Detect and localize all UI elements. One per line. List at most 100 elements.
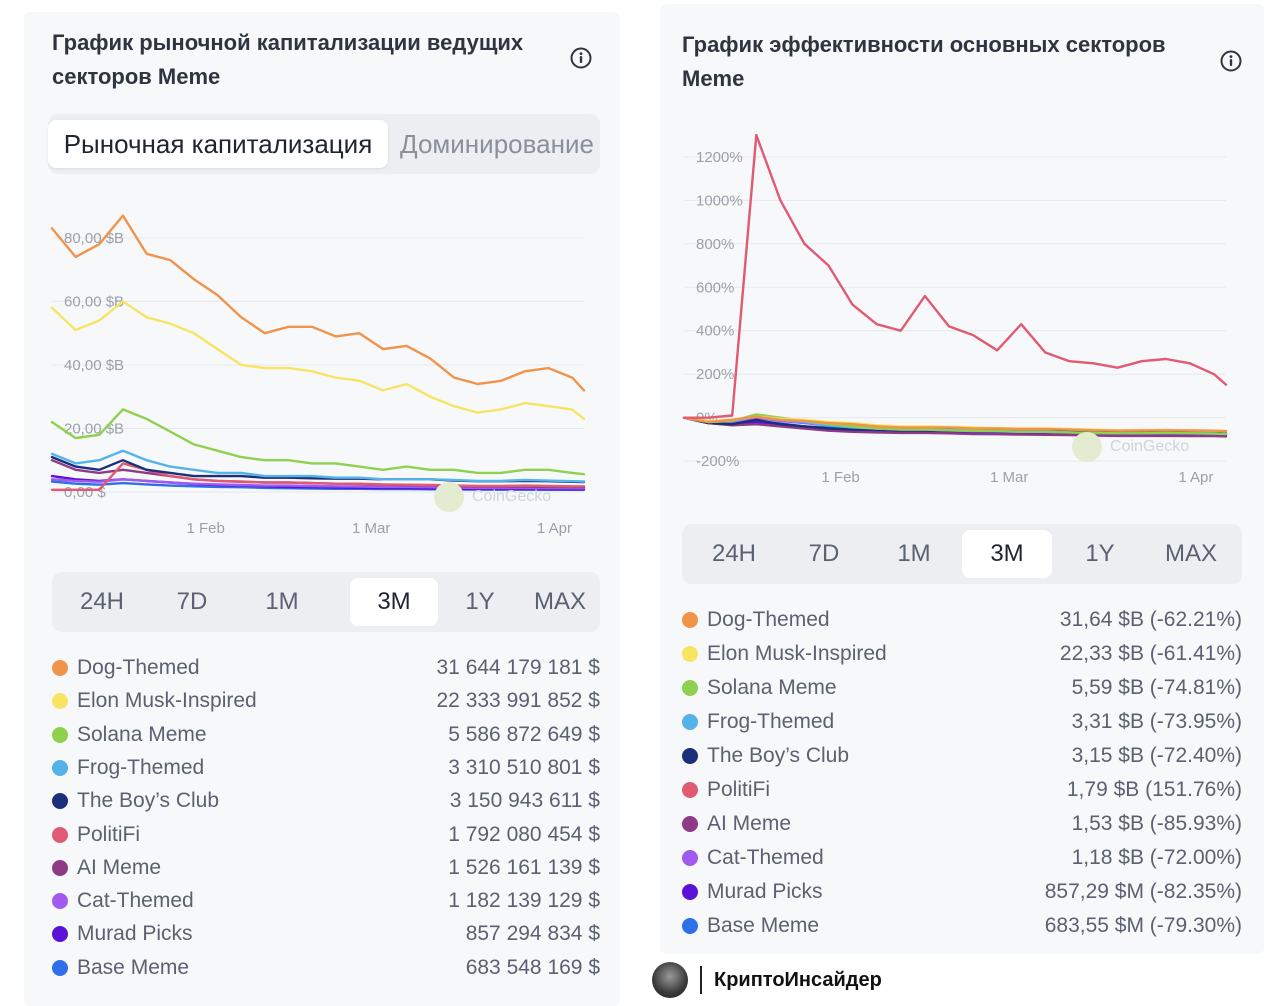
title-line-1: График эффективности основных секторов bbox=[682, 32, 1166, 57]
tab-max[interactable]: MAX bbox=[533, 588, 586, 615]
y-tick-label: 60,00 $B bbox=[64, 293, 124, 310]
legend-item[interactable]: Frog-Themed 3 310 510 801 $ bbox=[52, 752, 600, 784]
tab-1m[interactable]: 1M bbox=[265, 588, 299, 615]
legend-dot-icon bbox=[52, 826, 68, 843]
tab-1y[interactable]: 1Y bbox=[1085, 540, 1115, 567]
legend-item[interactable]: PolitiFi 1,79 $B (151.76%) bbox=[682, 774, 1242, 806]
legend-label: AI Meme bbox=[77, 855, 162, 879]
series-line-politifi bbox=[682, 134, 1228, 419]
legend-dot-icon bbox=[682, 884, 698, 900]
x-tick-label: 1 Mar bbox=[352, 520, 390, 537]
legend-item[interactable]: AI Meme 1,53 $B (-85.93%) bbox=[682, 808, 1242, 840]
legend-value: 1,79 $B (151.76%) bbox=[1066, 778, 1242, 801]
tab-7d[interactable]: 7D bbox=[176, 588, 208, 615]
title-line-2: Meme bbox=[682, 66, 745, 91]
legend-value: 5 586 872 649 $ bbox=[448, 722, 600, 746]
legend-value: 3,31 $B (-73.95%) bbox=[1071, 710, 1242, 733]
timeframe-tabs: 24H 7D 1M 3M 1Y MAX bbox=[52, 572, 600, 632]
legend-item[interactable]: Cat-Themed 1,18 $B (-72.00%) bbox=[682, 842, 1242, 874]
tab-7d[interactable]: 7D bbox=[808, 540, 840, 567]
legend-value: 1 526 161 139 $ bbox=[448, 855, 600, 879]
legend-item[interactable]: Elon Musk-Inspired 22 333 991 852 $ bbox=[52, 685, 600, 717]
legend-value: 1 792 080 454 $ bbox=[448, 822, 600, 846]
legend-item[interactable]: Elon Musk-Inspired 22,33 $B (-61.41%) bbox=[682, 638, 1242, 670]
y-tick-label: 1200% bbox=[696, 149, 743, 166]
legend-label: Murad Picks bbox=[77, 922, 193, 946]
series-line-frog-themed bbox=[50, 449, 586, 483]
legend-dot-icon bbox=[52, 759, 68, 776]
legend-value: 857,29 $M (-82.35%) bbox=[1044, 880, 1242, 903]
legend-label: Cat-Themed bbox=[77, 889, 194, 913]
legend-value: 3 150 943 611 $ bbox=[449, 789, 600, 813]
y-tick-label: -200% bbox=[696, 453, 739, 470]
legend-label: PolitiFi bbox=[707, 778, 771, 801]
series-line-solana-meme bbox=[50, 408, 586, 476]
series-line-elon-musk-inspired bbox=[50, 300, 586, 421]
legend-dot-icon bbox=[52, 660, 68, 676]
legend-item[interactable]: Cat-Themed 1 182 139 129 $ bbox=[52, 885, 600, 917]
coingecko-watermark: CoinGecko bbox=[1072, 432, 1189, 462]
info-icon[interactable] bbox=[1220, 50, 1242, 72]
legend-label: Base Meme bbox=[77, 955, 190, 979]
legend-item[interactable]: AI Meme 1 526 161 139 $ bbox=[52, 852, 600, 884]
legend-dot-icon bbox=[682, 850, 698, 866]
tab-1m[interactable]: 1M bbox=[897, 540, 931, 567]
market-cap-chart: 0,00 $20,00 $B40,00 $B60,00 $B80,00 $B1 … bbox=[50, 214, 586, 537]
legend-value: 22 333 991 852 $ bbox=[436, 689, 601, 713]
legend-value: 683 548 169 $ bbox=[465, 955, 600, 979]
legend-value: 31 644 179 181 $ bbox=[436, 656, 601, 679]
tab-24h[interactable]: 24H bbox=[79, 588, 125, 615]
legend-item[interactable]: Solana Meme 5,59 $B (-74.81%) bbox=[682, 672, 1242, 704]
coingecko-logo-icon bbox=[1072, 432, 1102, 462]
market-cap-card: График рыночной капитализации ведущих се… bbox=[24, 12, 620, 1006]
legend-value: 3 310 510 801 $ bbox=[448, 755, 600, 779]
legend-dot-icon bbox=[682, 646, 698, 662]
y-tick-label: 40,00 $B bbox=[64, 357, 124, 374]
legend-item[interactable]: Base Meme 683 548 169 $ bbox=[52, 952, 600, 984]
legend-item[interactable]: Dog-Themed 31 644 179 181 $ bbox=[52, 652, 600, 684]
legend-dot-icon bbox=[52, 859, 68, 876]
x-tick-label: 1 Feb bbox=[821, 469, 859, 486]
title-line-1: График рыночной капитализации ведущих bbox=[52, 30, 524, 55]
series-line-dog-themed bbox=[682, 415, 1228, 433]
x-tick-label: 1 Feb bbox=[187, 520, 225, 537]
watermark-text: CoinGecko bbox=[1110, 438, 1190, 455]
legend-label: Solana Meme bbox=[707, 676, 837, 699]
legend-item[interactable]: Solana Meme 5 586 872 649 $ bbox=[52, 719, 600, 751]
legend-item[interactable]: The Boy’s Club 3 150 943 611 $ bbox=[52, 785, 600, 817]
brand-avatar bbox=[652, 962, 688, 998]
legend-item[interactable]: PolitiFi 1 792 080 454 $ bbox=[52, 819, 600, 851]
y-tick-label: 400% bbox=[696, 323, 734, 340]
legend-value: 857 294 834 $ bbox=[465, 922, 600, 946]
y-tick-label: 0,00 $ bbox=[64, 484, 106, 501]
tab-24h[interactable]: 24H bbox=[711, 540, 757, 567]
tab-1y[interactable]: 1Y bbox=[465, 588, 495, 615]
performance-chart: -200%0%200%400%600%800%1000%1200%1 Feb 1 … bbox=[682, 134, 1228, 486]
legend-dot-icon bbox=[682, 714, 698, 730]
legend-item[interactable]: Murad Picks 857 294 834 $ bbox=[52, 918, 600, 950]
legend-label: Base Meme bbox=[707, 914, 820, 937]
tab-3m[interactable]: 3M bbox=[350, 578, 438, 626]
series-line-solana-meme bbox=[682, 413, 1228, 436]
toggle-dominance[interactable]: Доминирование bbox=[400, 128, 594, 159]
market-cap-title: График рыночной капитализации ведущих се… bbox=[52, 26, 523, 94]
legend-dot-icon bbox=[52, 959, 68, 976]
tab-3m[interactable]: 3M bbox=[962, 530, 1052, 578]
brand-signature: КриптоИнсайдер bbox=[652, 962, 882, 998]
legend-label: Frog-Themed bbox=[77, 755, 205, 779]
brand-divider bbox=[700, 966, 702, 994]
title-line-2: секторов Meme bbox=[52, 64, 221, 89]
info-icon[interactable] bbox=[570, 47, 592, 69]
legend-item[interactable]: Murad Picks 857,29 $M (-82.35%) bbox=[682, 876, 1242, 908]
tab-max[interactable]: MAX bbox=[1164, 540, 1217, 567]
legend-label: Frog-Themed bbox=[707, 710, 835, 733]
legend-item[interactable]: Base Meme 683,55 $M (-79.30%) bbox=[682, 910, 1242, 942]
performance-card: График эффективности основных секторов M… bbox=[660, 4, 1264, 954]
legend-item[interactable]: The Boy’s Club 3,15 $B (-72.40%) bbox=[682, 740, 1242, 772]
legend-item[interactable]: Dog-Themed 31,64 $B (-62.21%) bbox=[682, 604, 1242, 636]
legend-value: 5,59 $B (-74.81%) bbox=[1071, 676, 1242, 699]
legend-item[interactable]: Frog-Themed 3,31 $B (-73.95%) bbox=[682, 706, 1242, 738]
performance-title: График эффективности основных секторов M… bbox=[682, 28, 1166, 96]
coingecko-watermark: CoinGecko bbox=[434, 482, 551, 512]
toggle-market-cap[interactable]: Рыночная капитализация bbox=[48, 120, 388, 168]
